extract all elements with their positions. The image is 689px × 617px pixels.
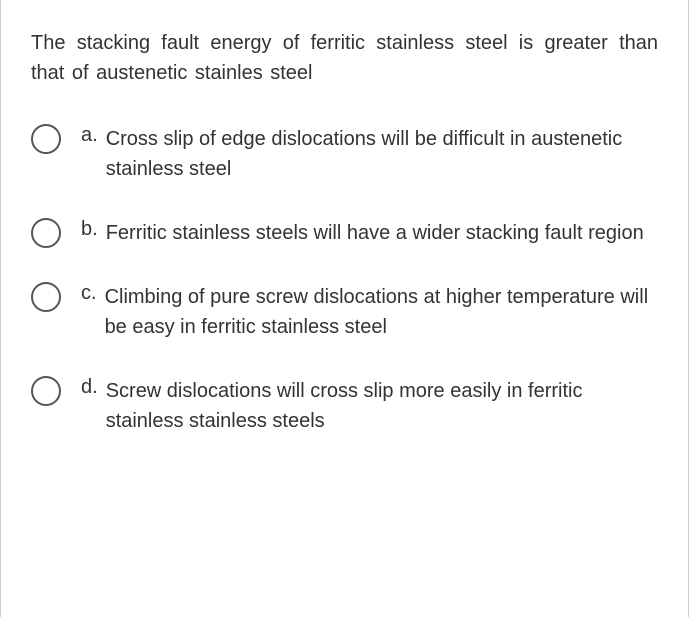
option-content: c. Climbing of pure screw dislocations a… [81,282,658,342]
option-text: Cross slip of edge dislocations will be … [106,124,658,184]
radio-button-a[interactable] [31,124,61,154]
option-text: Climbing of pure screw dislocations at h… [105,282,658,342]
option-text: Screw dislocations will cross slip more … [106,376,658,436]
option-letter: c. [81,282,97,305]
option-text: Ferritic stainless steels will have a wi… [106,218,644,248]
option-letter: a. [81,124,98,147]
option-row-a[interactable]: a. Cross slip of edge dislocations will … [31,124,658,184]
option-row-c[interactable]: c. Climbing of pure screw dislocations a… [31,282,658,342]
radio-button-b[interactable] [31,218,61,248]
option-content: b. Ferritic stainless steels will have a… [81,218,658,248]
radio-button-d[interactable] [31,376,61,406]
question-text: The stacking fault energy of ferritic st… [31,28,658,88]
radio-button-c[interactable] [31,282,61,312]
question-container: The stacking fault energy of ferritic st… [0,0,689,617]
option-content: d. Screw dislocations will cross slip mo… [81,376,658,436]
options-list: a. Cross slip of edge dislocations will … [31,124,658,436]
option-row-b[interactable]: b. Ferritic stainless steels will have a… [31,218,658,248]
option-content: a. Cross slip of edge dislocations will … [81,124,658,184]
option-row-d[interactable]: d. Screw dislocations will cross slip mo… [31,376,658,436]
option-letter: b. [81,218,98,241]
option-letter: d. [81,376,98,399]
